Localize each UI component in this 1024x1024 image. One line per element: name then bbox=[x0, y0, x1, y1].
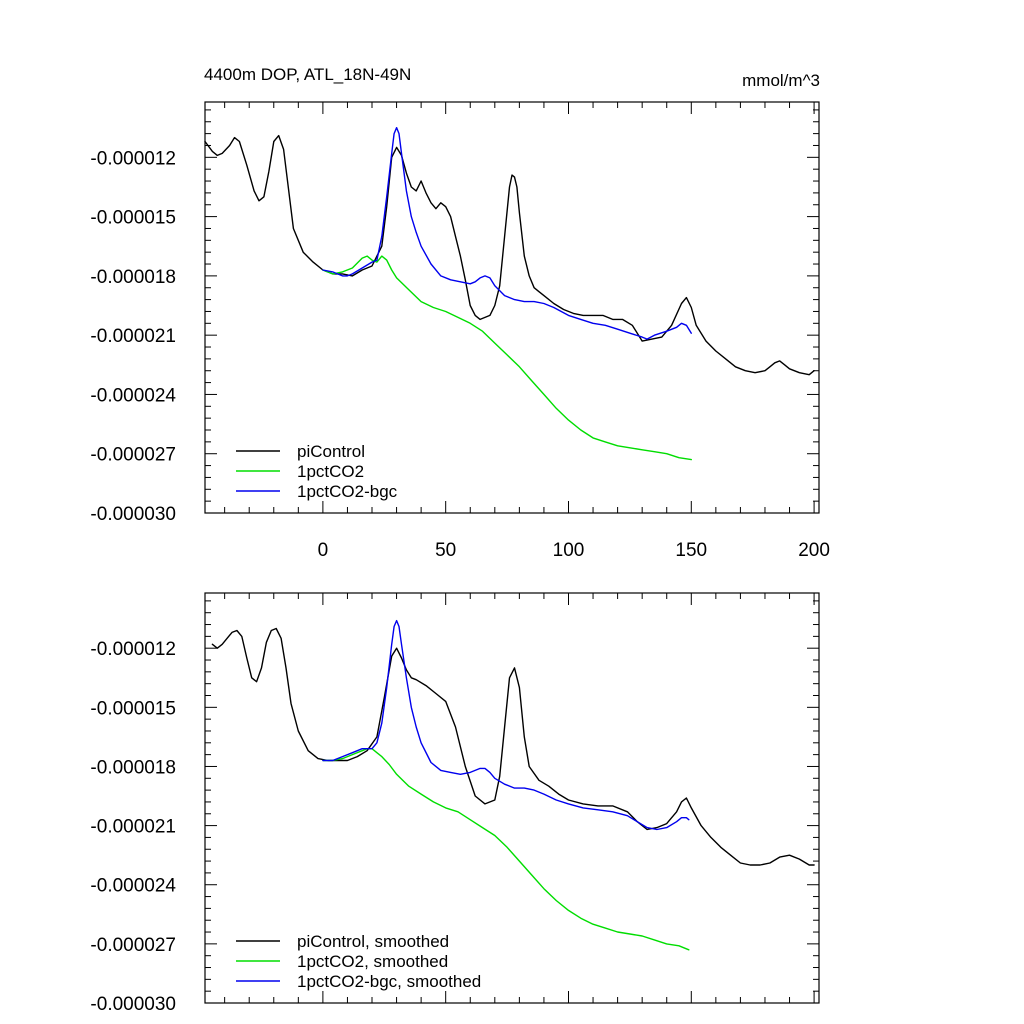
legend-label-2: 1pctCO2-bgc bbox=[297, 482, 398, 501]
series-line-2 bbox=[322, 127, 692, 340]
y-tick-label: -0.000015 bbox=[90, 208, 176, 229]
x-tick-label: 200 bbox=[798, 540, 830, 561]
series-line-0 bbox=[211, 627, 815, 866]
y-tick-label: -0.000012 bbox=[90, 148, 176, 169]
series-layer bbox=[211, 619, 815, 951]
legend-label-1: 1pctCO2, smoothed bbox=[297, 952, 448, 971]
y-tick-label: -0.000021 bbox=[90, 817, 176, 838]
y-tick-label: -0.000018 bbox=[90, 267, 176, 288]
plot-frame bbox=[204, 101, 820, 514]
y-tick-label: -0.000027 bbox=[90, 445, 176, 466]
top-panel: 4400m DOP, ATL_18N-49N mmol/m^3 0 50 100 15… bbox=[90, 65, 830, 561]
ticks-layer: 0 50 100 150 200 -0.000012 -0.000015 -0.000018 -… bbox=[90, 102, 830, 561]
series-layer bbox=[204, 127, 815, 461]
y-tick-label: -0.000024 bbox=[90, 876, 176, 897]
y-tick-label: -0.000024 bbox=[90, 385, 176, 406]
legend-label-2: 1pctCO2-bgc, smoothed bbox=[297, 972, 481, 991]
plot-frame bbox=[204, 592, 820, 1004]
ticks-layer: -0.000012 -0.000015 -0.000018 -0.000021 -0.0… bbox=[90, 593, 819, 1015]
y-tick-label: -0.000030 bbox=[90, 994, 176, 1015]
x-tick-label: 50 bbox=[435, 540, 456, 561]
y-tick-label: -0.000030 bbox=[90, 504, 176, 525]
series-line-0 bbox=[204, 134, 815, 376]
bottom-panel: -0.000012 -0.000015 -0.000018 -0.000021 -0.0… bbox=[90, 592, 820, 1015]
legend-label-0: piControl bbox=[297, 442, 365, 461]
x-tick-label: 150 bbox=[675, 540, 707, 561]
series-line-1 bbox=[322, 255, 692, 461]
y-tick-label: -0.000018 bbox=[90, 757, 176, 778]
chart-title: 4400m DOP, ATL_18N-49N bbox=[204, 65, 411, 84]
legend-label-1: 1pctCO2 bbox=[297, 462, 364, 481]
units-label: mmol/m^3 bbox=[742, 71, 820, 90]
series-line-1 bbox=[322, 748, 690, 951]
y-tick-label: -0.000027 bbox=[90, 935, 176, 956]
series-line-2 bbox=[322, 619, 690, 831]
y-tick-label: -0.000012 bbox=[90, 639, 176, 660]
x-tick-label: 100 bbox=[553, 540, 585, 561]
y-tick-label: -0.000021 bbox=[90, 326, 176, 347]
y-tick-label: -0.000015 bbox=[90, 698, 176, 719]
x-tick-label: 0 bbox=[318, 540, 329, 561]
legend-label-0: piControl, smoothed bbox=[297, 932, 449, 951]
